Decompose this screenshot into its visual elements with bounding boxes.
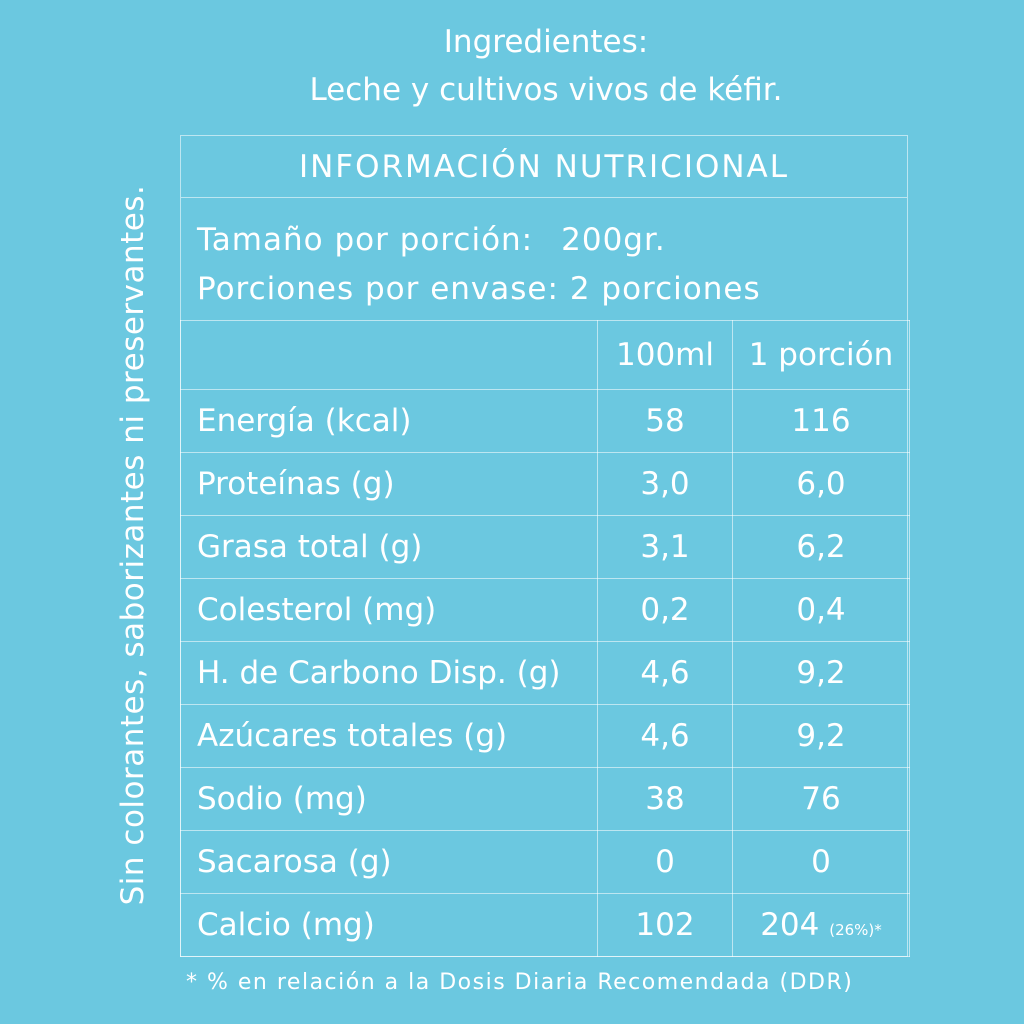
row-per-portion: 9,2 bbox=[732, 704, 910, 768]
header-portion: 1 porción bbox=[732, 320, 910, 390]
row-per-portion: 204 bbox=[760, 907, 820, 943]
nutrition-panel: INFORMACIÓN NUTRICIONAL Tamaño por porci… bbox=[180, 135, 910, 957]
row-per-portion: 76 bbox=[732, 767, 910, 831]
table-row: H. de Carbono Disp. (g) 4,6 9,2 bbox=[180, 641, 910, 705]
row-per-100ml: 38 bbox=[597, 767, 733, 831]
row-per-100ml: 58 bbox=[597, 389, 733, 453]
row-per-portion: 0 bbox=[732, 830, 910, 894]
footnote: * % en relación a la Dosis Diaria Recome… bbox=[186, 970, 854, 995]
row-label: Sacarosa (g) bbox=[180, 830, 598, 894]
ingredients-block: Ingredientes: Leche y cultivos vivos de … bbox=[0, 18, 1024, 114]
row-per-100ml: 0 bbox=[597, 830, 733, 894]
table-row: Sodio (mg) 38 76 bbox=[180, 767, 910, 831]
row-per-100ml: 0,2 bbox=[597, 578, 733, 642]
row-per-portion: 116 bbox=[732, 389, 910, 453]
table-header-row: 100ml 1 porción bbox=[180, 320, 910, 390]
table-row: Proteínas (g) 3,0 6,0 bbox=[180, 452, 910, 516]
row-per-portion-cell: 204 (26%)* bbox=[732, 893, 910, 957]
table-row: Sacarosa (g) 0 0 bbox=[180, 830, 910, 894]
row-per-portion: 6,2 bbox=[732, 515, 910, 579]
row-per-100ml: 3,0 bbox=[597, 452, 733, 516]
row-label: Azúcares totales (g) bbox=[180, 704, 598, 768]
row-label: Calcio (mg) bbox=[180, 893, 598, 957]
table-row: Energía (kcal) 58 116 bbox=[180, 389, 910, 453]
row-label: Grasa total (g) bbox=[180, 515, 598, 579]
row-per-portion: 6,0 bbox=[732, 452, 910, 516]
row-per-100ml: 4,6 bbox=[597, 704, 733, 768]
serving-info: Tamaño por porción: 200gr. Porciones por … bbox=[197, 216, 897, 314]
row-label: Proteínas (g) bbox=[180, 452, 598, 516]
serving-size-label: Tamaño por porción: bbox=[197, 222, 534, 258]
table-row: Calcio (mg) 102 204 (26%)* bbox=[180, 893, 910, 957]
header-empty bbox=[180, 320, 598, 390]
header-100ml: 100ml bbox=[597, 320, 733, 390]
ingredients-heading: Ingredientes: bbox=[443, 24, 649, 60]
row-per-100ml: 3,1 bbox=[597, 515, 733, 579]
table-row: Grasa total (g) 3,1 6,2 bbox=[180, 515, 910, 579]
row-per-portion: 9,2 bbox=[732, 641, 910, 705]
table-row: Colesterol (mg) 0,2 0,4 bbox=[180, 578, 910, 642]
row-label: Energía (kcal) bbox=[180, 389, 598, 453]
row-per-100ml: 102 bbox=[597, 893, 733, 957]
servings-value: 2 porciones bbox=[569, 271, 761, 307]
side-note: Sin colorantes, saborizantes ni preserva… bbox=[115, 184, 151, 906]
ddr-percent-note: (26%)* bbox=[829, 921, 882, 939]
serving-size-line: Tamaño por porción: 200gr. bbox=[197, 216, 897, 265]
servings-line: Porciones por envase: 2 porciones bbox=[197, 265, 897, 314]
servings-label: Porciones por envase: bbox=[197, 271, 559, 307]
row-label: Colesterol (mg) bbox=[180, 578, 598, 642]
row-label: Sodio (mg) bbox=[180, 767, 598, 831]
row-label: H. de Carbono Disp. (g) bbox=[180, 641, 598, 705]
ingredients-text: Leche y cultivos vivos de kéfir. bbox=[309, 72, 783, 108]
row-per-portion: 0,4 bbox=[732, 578, 910, 642]
nutrition-table: 100ml 1 porción Energía (kcal) 58 116 Pr… bbox=[180, 320, 910, 957]
table-row: Azúcares totales (g) 4,6 9,2 bbox=[180, 704, 910, 768]
row-per-100ml: 4,6 bbox=[597, 641, 733, 705]
panel-title: INFORMACIÓN NUTRICIONAL bbox=[181, 136, 907, 198]
serving-size-value: 200gr. bbox=[561, 222, 666, 258]
